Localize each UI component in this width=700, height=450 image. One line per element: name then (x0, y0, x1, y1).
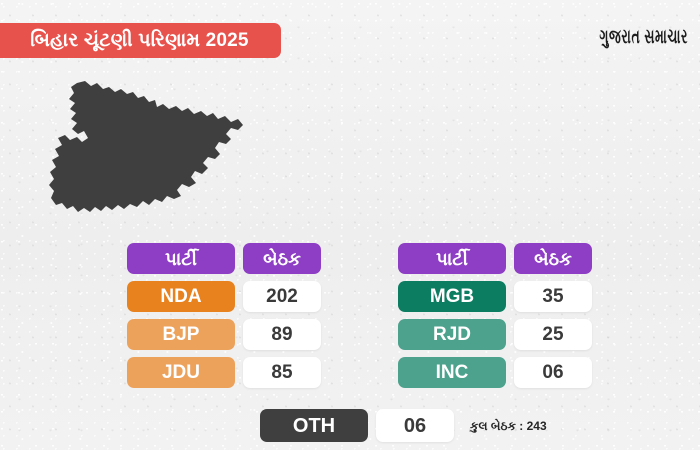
title-badge: બિહાર ચૂંટણી પરિણામ 2025 (0, 23, 281, 58)
seat-count-nda: 202 (243, 281, 321, 312)
results-table-mgb: પાર્ટી બેઠક MGB 35 RJD 25 INC 06 (398, 243, 598, 395)
table-row: RJD 25 (398, 319, 598, 350)
column-header-party: પાર્ટી (398, 243, 506, 274)
seat-count-inc: 06 (514, 357, 592, 388)
party-label-rjd: RJD (398, 319, 506, 350)
table-row: NDA 202 (127, 281, 327, 312)
seat-count-bjp: 89 (243, 319, 321, 350)
results-tables: પાર્ટી બેઠક NDA 202 BJP 89 JDU 85 પાર્ટી… (0, 243, 700, 443)
other-parties-row: OTH 06 કુલ બેઠક : 243 (260, 409, 547, 442)
seat-count-mgb: 35 (514, 281, 592, 312)
bihar-map-icon (45, 78, 255, 238)
brand-logo: ગુજરાત સમાચાર (599, 26, 688, 48)
total-seats-label: કુલ બેઠક : 243 (470, 418, 547, 433)
party-label-jdu: JDU (127, 357, 235, 388)
party-label-nda: NDA (127, 281, 235, 312)
party-label-oth: OTH (260, 409, 368, 442)
column-header-party: પાર્ટી (127, 243, 235, 274)
party-label-inc: INC (398, 357, 506, 388)
title-badge-label: બિહાર ચૂંટણી પરિણામ 2025 (30, 30, 249, 51)
table-row: MGB 35 (398, 281, 598, 312)
party-label-bjp: BJP (127, 319, 235, 350)
seat-count-jdu: 85 (243, 357, 321, 388)
table-row: INC 06 (398, 357, 598, 388)
seat-count-oth: 06 (376, 409, 454, 442)
seat-count-rjd: 25 (514, 319, 592, 350)
table-row: JDU 85 (127, 357, 327, 388)
column-header-seats: બેઠક (514, 243, 592, 274)
table-header-row: પાર્ટી બેઠક (127, 243, 327, 274)
results-table-nda: પાર્ટી બેઠક NDA 202 BJP 89 JDU 85 (127, 243, 327, 395)
table-header-row: પાર્ટી બેઠક (398, 243, 598, 274)
column-header-seats: બેઠક (243, 243, 321, 274)
party-label-mgb: MGB (398, 281, 506, 312)
table-row: BJP 89 (127, 319, 327, 350)
